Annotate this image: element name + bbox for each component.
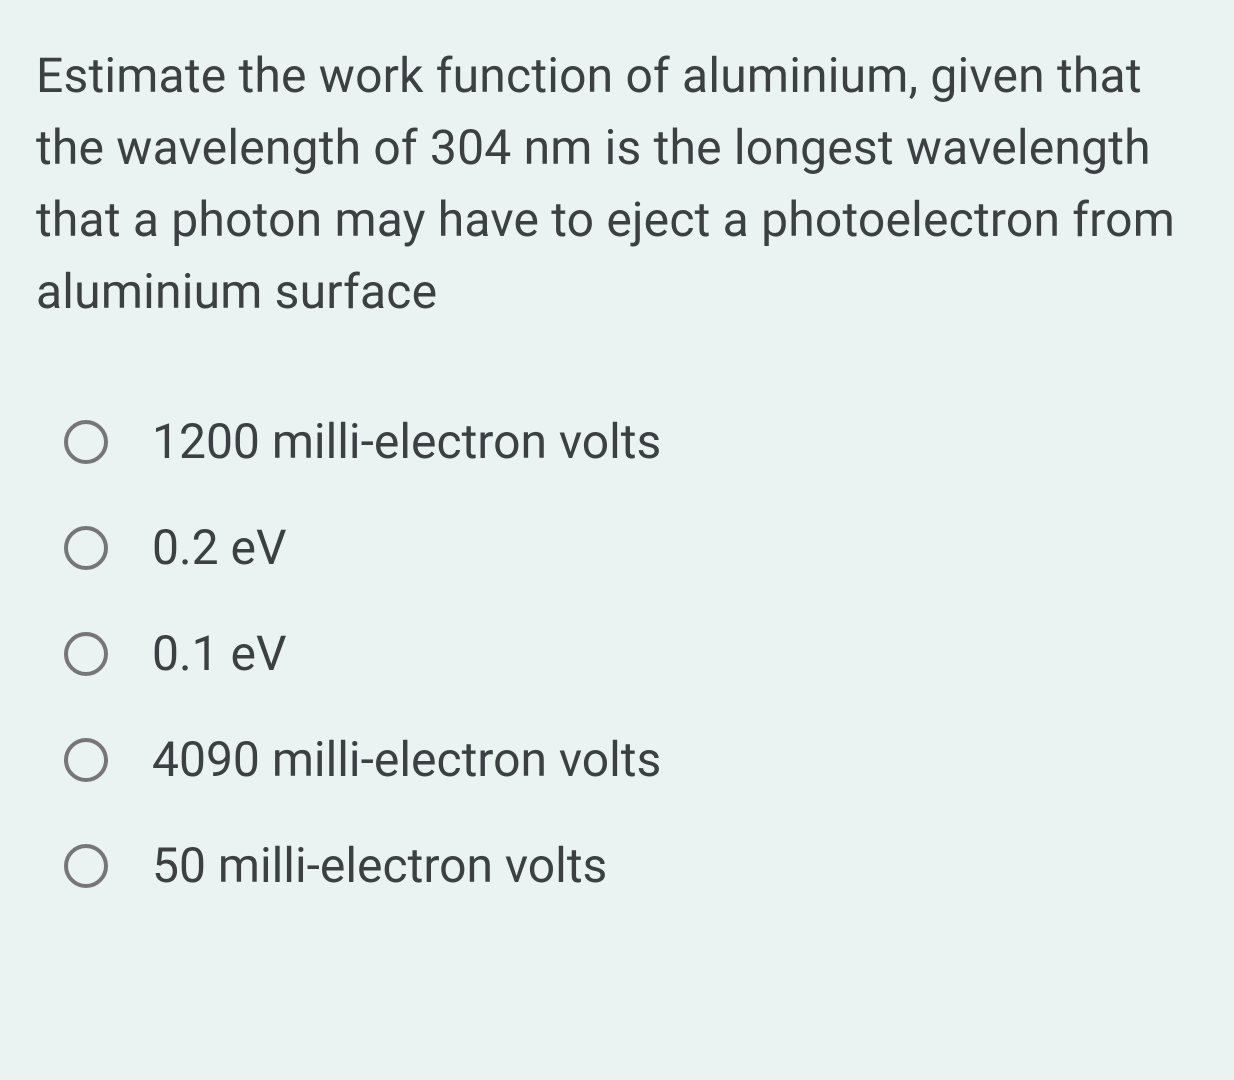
option-label: 0.1 eV	[152, 630, 287, 678]
question-text: Estimate the work function of aluminium,…	[36, 40, 1198, 328]
options-list: 1200 milli-electron volts 0.2 eV 0.1 eV …	[36, 418, 1198, 890]
option-2[interactable]: 0.2 eV	[64, 524, 1198, 572]
radio-icon[interactable]	[64, 632, 108, 676]
radio-icon[interactable]	[64, 420, 108, 464]
option-label: 1200 milli-electron volts	[152, 418, 661, 466]
option-label: 50 milli-electron volts	[152, 842, 607, 890]
radio-icon[interactable]	[64, 844, 108, 888]
option-label: 4090 milli-electron volts	[152, 736, 661, 784]
option-3[interactable]: 0.1 eV	[64, 630, 1198, 678]
radio-icon[interactable]	[64, 738, 108, 782]
option-label: 0.2 eV	[152, 524, 287, 572]
option-1[interactable]: 1200 milli-electron volts	[64, 418, 1198, 466]
option-5[interactable]: 50 milli-electron volts	[64, 842, 1198, 890]
question-card: Estimate the work function of aluminium,…	[0, 0, 1234, 890]
option-4[interactable]: 4090 milli-electron volts	[64, 736, 1198, 784]
radio-icon[interactable]	[64, 526, 108, 570]
